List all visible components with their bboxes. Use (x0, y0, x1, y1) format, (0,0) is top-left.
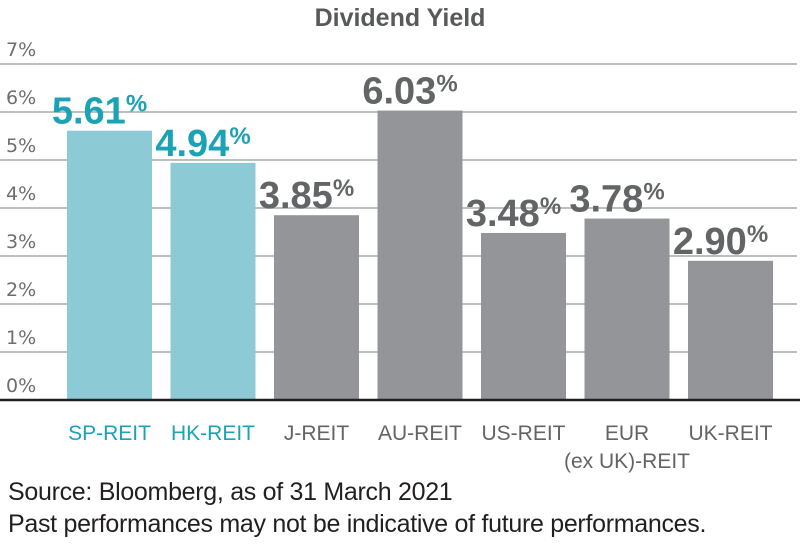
y-tick-label: 2% (6, 279, 36, 301)
x-tick-label: US-REIT (482, 422, 566, 445)
bar-j-reit (274, 215, 359, 400)
data-label: 3.48% (466, 193, 561, 235)
x-tick-label: UK-REIT (689, 422, 773, 445)
bar-uk-reit (688, 260, 773, 400)
x-axis-labels: SP-REIT HK-REIT J-REIT AU-REIT US-REIT EUR (ex… (68, 422, 773, 473)
data-label: 5.61% (52, 91, 147, 133)
chart-title: Dividend Yield (315, 4, 486, 32)
x-tick-label: HK-REIT (171, 422, 255, 445)
disclaimer-note: Past performances may not be indicative … (8, 510, 707, 538)
y-tick-label: 1% (6, 327, 36, 349)
data-label: 4.94% (155, 123, 250, 165)
bar-sp-reit (67, 130, 152, 400)
bar-au-reit (377, 110, 463, 400)
data-label: 3.78% (569, 179, 664, 221)
y-tick-label: 4% (6, 183, 36, 205)
data-label: 6.03% (362, 71, 457, 113)
bar-eur-ex-uk-reit (584, 218, 670, 400)
x-tick-label: EUR (605, 422, 649, 445)
source-note: Source: Bloomberg, as of 31 March 2021 (8, 478, 453, 506)
y-tick-label: 7% (6, 39, 36, 61)
x-tick-label: (ex UK)-REIT (564, 450, 690, 473)
data-label: 3.85% (259, 175, 354, 217)
data-label: 2.90% (673, 221, 768, 263)
bars (67, 110, 773, 400)
bar-us-reit (481, 232, 566, 400)
y-tick-label: 6% (6, 87, 36, 109)
x-tick-label: AU-REIT (378, 422, 462, 445)
y-tick-label: 0% (6, 375, 36, 397)
x-tick-label: SP-REIT (68, 422, 151, 445)
y-tick-label: 5% (6, 135, 36, 157)
x-tick-label: J-REIT (284, 422, 350, 445)
bar-hk-reit (170, 162, 256, 400)
y-tick-label: 3% (6, 231, 36, 253)
y-axis-ticks: 0% 1% 2% 3% 4% 5% 6% 7% (6, 39, 36, 397)
